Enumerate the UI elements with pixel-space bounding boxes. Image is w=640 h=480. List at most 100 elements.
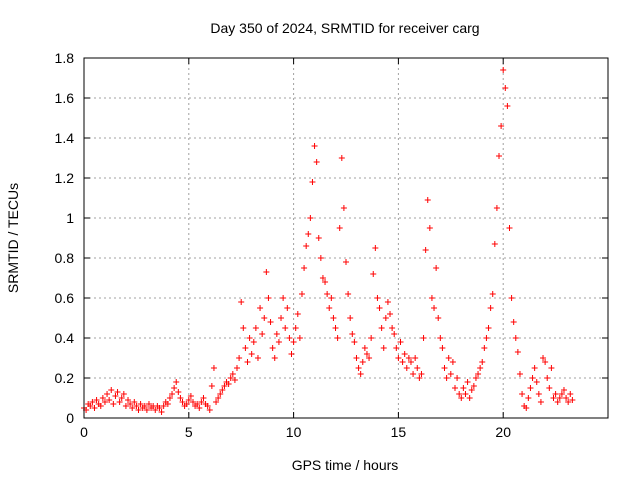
data-point: [558, 391, 565, 397]
data-point: [542, 359, 549, 365]
chart-title: Day 350 of 2024, SRMTID for receiver car…: [210, 20, 479, 36]
data-point: [286, 335, 293, 341]
data-point: [498, 123, 505, 129]
data-point: [322, 279, 329, 285]
data-point: [451, 385, 458, 391]
data-point: [437, 335, 444, 341]
data-point: [234, 365, 241, 371]
data-point: [514, 349, 521, 355]
data-point: [487, 305, 494, 311]
data-point: [466, 395, 473, 401]
x-axis: 0 5 10 15 20: [80, 58, 511, 440]
data-point: [472, 375, 479, 381]
data-point: [565, 399, 572, 405]
x-tick-label: 10: [286, 424, 302, 440]
data-point: [259, 331, 266, 337]
data-point: [567, 391, 574, 397]
data-point: [523, 405, 530, 411]
y-tick-label: 1: [66, 210, 74, 226]
data-point: [135, 407, 142, 413]
data-point: [491, 241, 498, 247]
data-series: [81, 67, 576, 415]
y-tick-label: 1.6: [55, 90, 75, 106]
grid: [84, 58, 608, 418]
data-point: [275, 339, 282, 345]
x-axis-title: GPS time / hours: [292, 457, 399, 473]
data-point: [97, 403, 104, 409]
data-point: [196, 405, 203, 411]
data-point: [112, 393, 119, 399]
data-point: [221, 383, 228, 389]
data-point: [527, 385, 534, 391]
data-point: [238, 299, 245, 305]
data-point: [554, 399, 561, 405]
data-point: [290, 339, 297, 345]
data-point: [315, 235, 322, 241]
data-point: [324, 291, 331, 297]
data-point: [242, 345, 249, 351]
data-point: [131, 399, 138, 405]
data-point: [166, 395, 173, 401]
data-point: [372, 245, 379, 251]
data-point: [219, 387, 226, 393]
data-point: [412, 355, 419, 361]
data-point: [384, 299, 391, 305]
data-point: [185, 397, 192, 403]
data-point: [525, 395, 532, 401]
plot-frame: [83, 57, 609, 419]
data-point: [500, 67, 507, 73]
data-point: [391, 331, 398, 337]
data-point: [395, 355, 402, 361]
data-point: [363, 351, 370, 357]
data-point: [420, 335, 427, 341]
data-point: [351, 339, 358, 345]
data-point: [87, 403, 94, 409]
data-point: [133, 403, 140, 409]
data-point: [387, 311, 394, 317]
data-point: [422, 247, 429, 253]
data-point: [410, 371, 417, 377]
data-point: [552, 391, 559, 397]
data-point: [483, 335, 490, 341]
data-point: [428, 295, 435, 301]
data-point: [303, 243, 310, 249]
data-point: [296, 335, 303, 341]
data-point: [225, 381, 232, 387]
data-point: [380, 345, 387, 351]
data-point: [227, 375, 234, 381]
data-point: [407, 359, 414, 365]
data-point: [496, 153, 503, 159]
y-tick-label: 0.8: [55, 250, 75, 266]
data-point: [519, 391, 526, 397]
data-point: [294, 311, 301, 317]
data-point: [265, 295, 272, 301]
data-point: [454, 375, 461, 381]
data-point: [267, 319, 274, 325]
data-point: [464, 379, 471, 385]
data-point: [475, 371, 482, 377]
data-point: [171, 385, 178, 391]
data-point: [173, 379, 180, 385]
data-point: [110, 401, 117, 407]
data-point: [330, 315, 337, 321]
data-point: [282, 325, 289, 331]
data-point: [229, 371, 236, 377]
data-point: [418, 371, 425, 377]
y-tick-label: 0.4: [55, 330, 75, 346]
data-point: [198, 399, 205, 405]
data-point: [298, 291, 305, 297]
data-point: [512, 335, 519, 341]
data-point: [217, 391, 224, 397]
data-point: [389, 325, 396, 331]
data-point: [529, 375, 536, 381]
data-point: [431, 305, 438, 311]
data-point: [560, 387, 567, 393]
data-point: [210, 365, 217, 371]
data-point: [374, 295, 381, 301]
data-point: [177, 395, 184, 401]
data-point: [278, 315, 285, 321]
data-point: [441, 365, 448, 371]
data-point: [187, 393, 194, 399]
data-point: [349, 331, 356, 337]
